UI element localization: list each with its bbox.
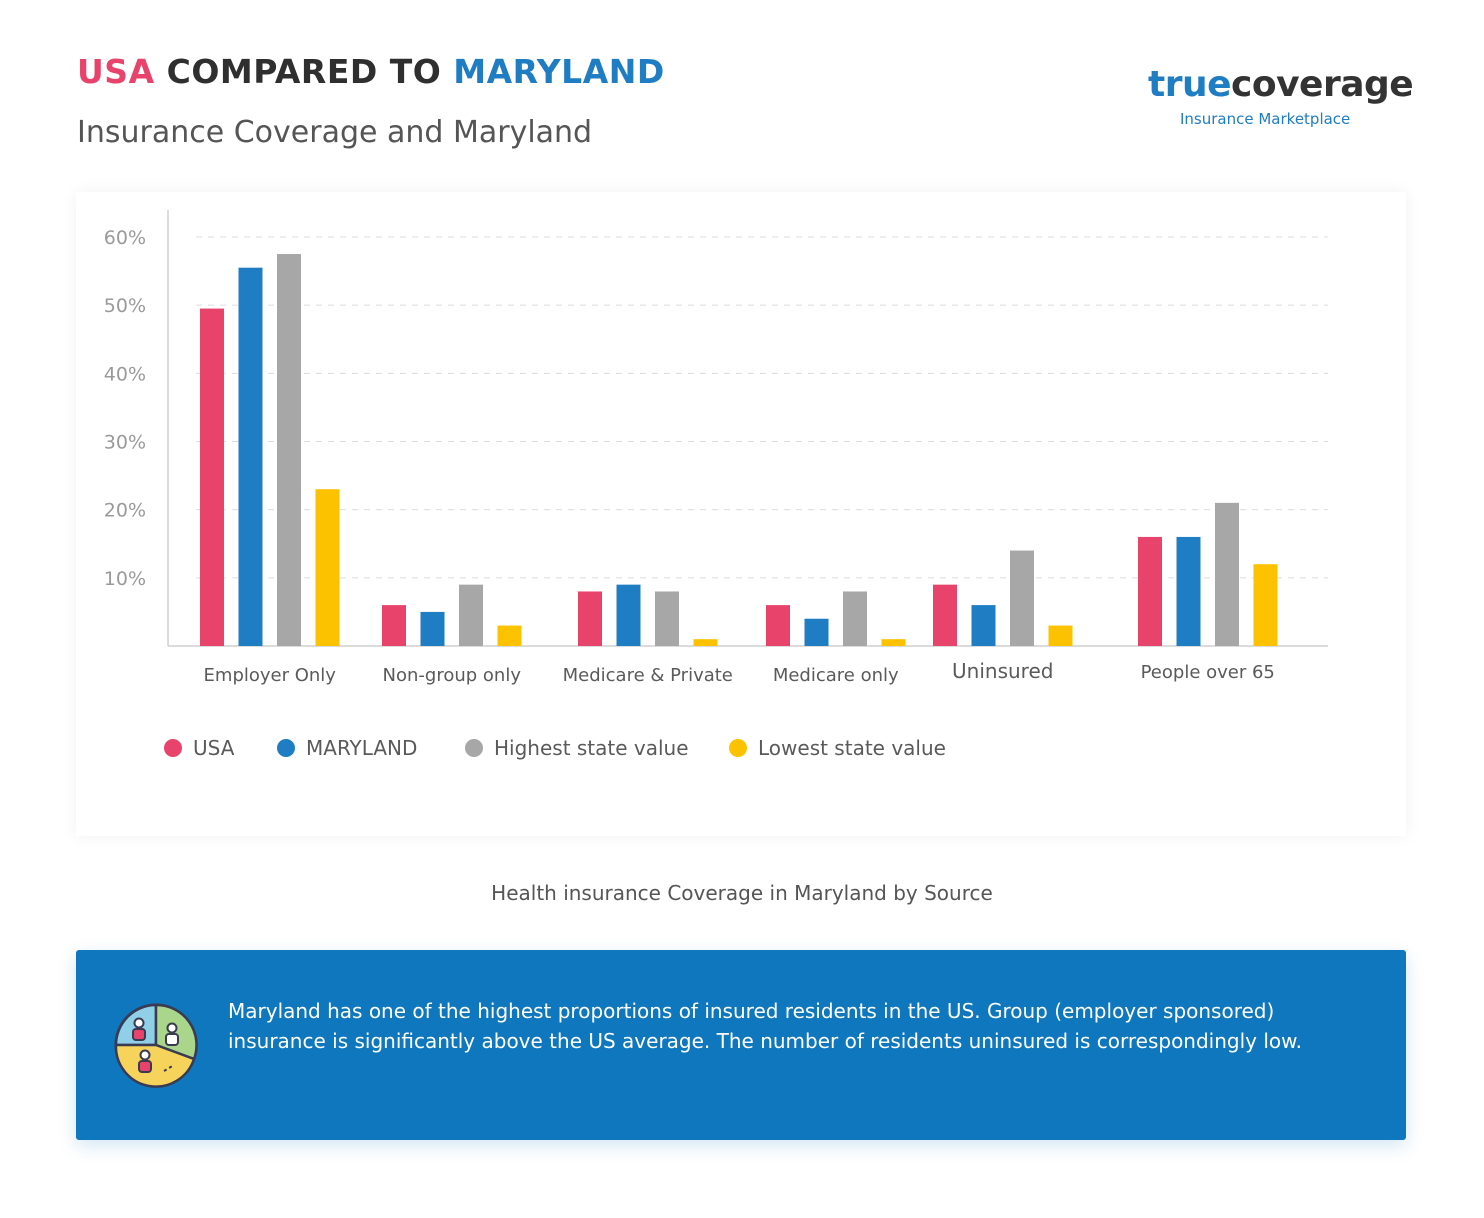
x-tick-label: Employer Only	[204, 665, 337, 686]
chart-caption: Health insurance Coverage in Maryland by…	[491, 881, 993, 905]
chart-card: 10% 20% 30% 40% 50% 60% Employer Only Non-group…	[76, 192, 1406, 836]
x-tick-label: Non-group only	[383, 665, 522, 686]
x-tick-label: People over 65	[1141, 662, 1275, 683]
logo-trademark: ™	[1398, 76, 1407, 86]
bar-lowest-state-value	[1048, 625, 1073, 646]
y-tick-label: 30%	[104, 432, 146, 454]
bar-usa	[200, 308, 224, 646]
bar-highest-state-value	[1215, 502, 1239, 646]
x-tick-label: Medicare only	[773, 665, 899, 686]
bar-usa	[382, 605, 406, 646]
info-text: Maryland has one of the highest proporti…	[228, 999, 1303, 1053]
bar-maryland	[804, 618, 829, 646]
y-tick-label: 10%	[104, 568, 146, 590]
legend-label: MARYLAND	[306, 736, 417, 760]
logo-tagline: Insurance Marketplace	[1180, 110, 1351, 128]
logo-brand-true: true	[1148, 64, 1232, 105]
legend-marker	[164, 739, 182, 757]
y-tick-label: 40%	[104, 363, 146, 385]
pie-chart-people-icon	[114, 1003, 198, 1088]
bar-usa	[766, 605, 790, 646]
bar-maryland	[616, 584, 641, 646]
legend-label: Highest state value	[494, 736, 689, 760]
bar-usa	[933, 584, 957, 646]
y-tick-label: 60%	[104, 227, 146, 249]
bar-lowest-state-value	[497, 625, 522, 646]
bar-maryland	[420, 611, 445, 646]
bar-usa	[1138, 536, 1162, 646]
page-title: USA COMPARED TO MARYLAND	[77, 52, 665, 91]
bar-lowest-state-value	[1253, 564, 1278, 646]
logo-brand: truecoverage	[1148, 64, 1414, 105]
bar-usa	[578, 591, 602, 646]
bar-highest-state-value	[459, 584, 483, 646]
legend-marker	[465, 739, 483, 757]
legend-label: Lowest state value	[758, 736, 946, 760]
bar-maryland	[971, 605, 996, 646]
y-tick-label: 50%	[104, 295, 146, 317]
page-subtitle: Insurance Coverage and Maryland	[77, 115, 593, 150]
bar-highest-state-value	[843, 591, 867, 646]
truecoverage-logo: truecoverage ™ Insurance Marketplace	[1148, 64, 1418, 136]
bar-highest-state-value	[655, 591, 679, 646]
info-box: Maryland has one of the highest proporti…	[76, 950, 1406, 1140]
title-compared-to: COMPARED TO	[154, 52, 454, 91]
y-tick-label: 20%	[104, 500, 146, 522]
bar-highest-state-value	[277, 254, 301, 646]
bar-lowest-state-value	[693, 639, 718, 646]
bar-lowest-state-value	[315, 489, 340, 646]
bar-highest-state-value	[1010, 550, 1034, 646]
title-maryland: MARYLAND	[453, 52, 665, 91]
x-tick-label: Medicare & Private	[563, 665, 733, 686]
legend-marker	[729, 739, 747, 757]
bar-chart: 10% 20% 30% 40% 50% 60% Employer Only Non-group…	[104, 210, 1328, 760]
bar-maryland	[238, 267, 263, 646]
title-usa: USA	[77, 52, 155, 91]
logo-brand-coverage: coverage	[1231, 64, 1414, 105]
x-tick-label: Uninsured	[952, 659, 1053, 683]
bar-maryland	[1176, 536, 1201, 646]
bar-lowest-state-value	[881, 639, 906, 646]
legend-label: USA	[193, 736, 235, 760]
legend-marker	[277, 739, 295, 757]
